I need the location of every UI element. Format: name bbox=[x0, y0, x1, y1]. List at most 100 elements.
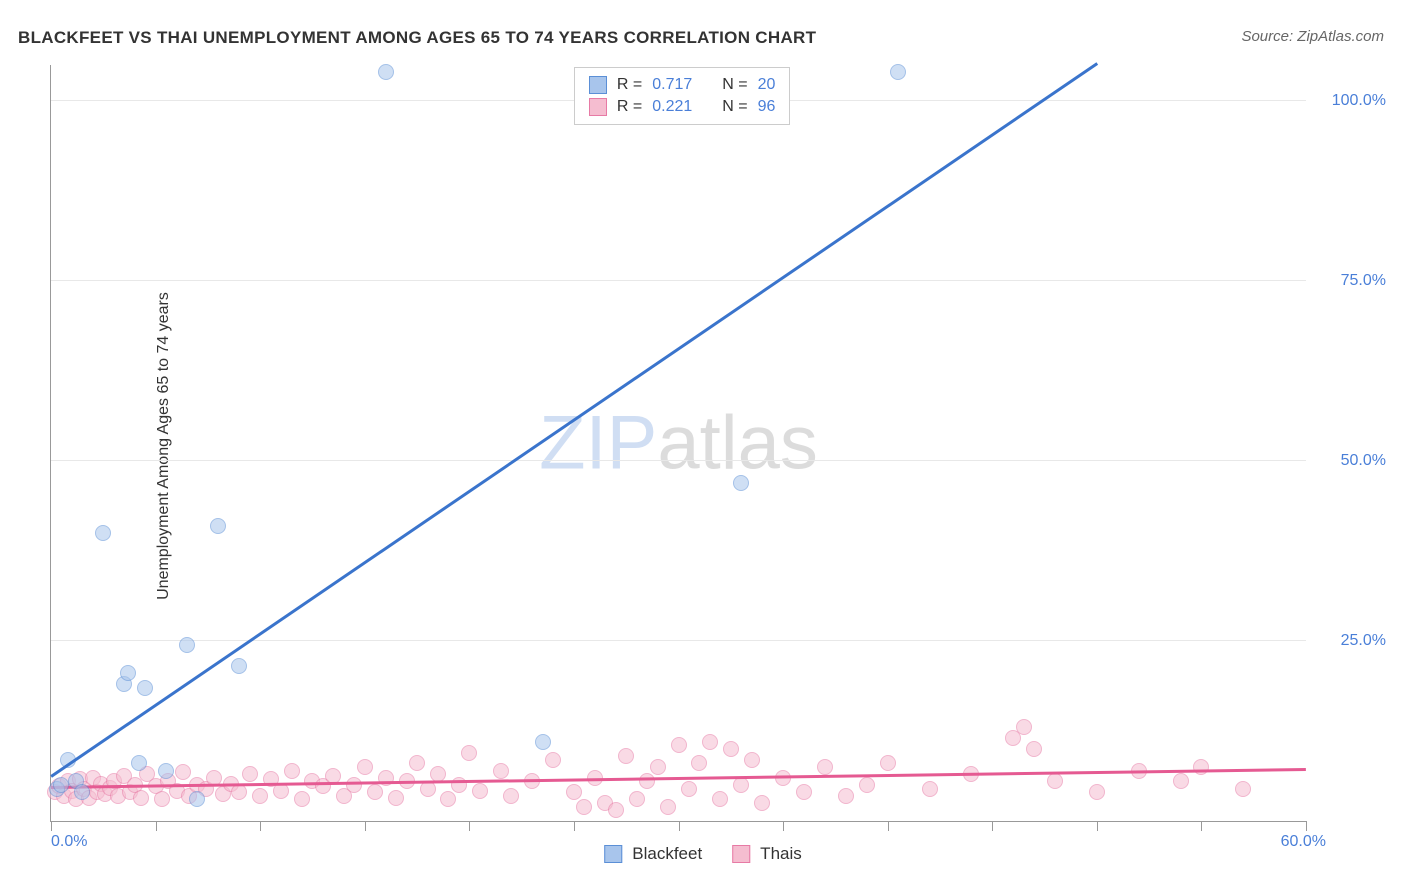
source-attribution: Source: ZipAtlas.com bbox=[1241, 28, 1384, 45]
x-tick bbox=[1201, 821, 1202, 831]
r-value: 0.717 bbox=[652, 76, 692, 94]
data-point bbox=[723, 741, 739, 757]
legend-item-thais: Thais bbox=[732, 844, 802, 864]
n-value: 20 bbox=[758, 76, 776, 94]
data-point bbox=[1235, 781, 1251, 797]
gridline bbox=[51, 640, 1306, 641]
data-point bbox=[378, 64, 394, 80]
x-tick bbox=[156, 821, 157, 831]
trendline bbox=[50, 63, 1097, 778]
data-point bbox=[493, 763, 509, 779]
data-point bbox=[681, 781, 697, 797]
data-point bbox=[660, 799, 676, 815]
data-point bbox=[133, 790, 149, 806]
data-point bbox=[608, 802, 624, 818]
data-point bbox=[131, 755, 147, 771]
data-point bbox=[629, 791, 645, 807]
data-point bbox=[535, 734, 551, 750]
data-point bbox=[388, 790, 404, 806]
data-point bbox=[817, 759, 833, 775]
data-point bbox=[712, 791, 728, 807]
y-tick-label: 75.0% bbox=[1316, 272, 1386, 290]
data-point bbox=[576, 799, 592, 815]
data-point bbox=[890, 64, 906, 80]
gridline bbox=[51, 280, 1306, 281]
x-tick bbox=[365, 821, 366, 831]
data-point bbox=[618, 748, 634, 764]
y-tick-label: 25.0% bbox=[1316, 632, 1386, 650]
data-point bbox=[859, 777, 875, 793]
watermark-atlas: atlas bbox=[657, 401, 818, 486]
x-tick bbox=[783, 821, 784, 831]
data-point bbox=[922, 781, 938, 797]
data-point bbox=[158, 763, 174, 779]
swatch-blackfeet bbox=[604, 845, 622, 863]
chart-title: BLACKFEET VS THAI UNEMPLOYMENT AMONG AGE… bbox=[18, 28, 816, 48]
data-point bbox=[74, 784, 90, 800]
data-point bbox=[294, 791, 310, 807]
x-tick-label: 0.0% bbox=[51, 833, 87, 851]
x-tick bbox=[260, 821, 261, 831]
data-point bbox=[733, 777, 749, 793]
data-point bbox=[639, 773, 655, 789]
correlation-row: R = 0.717 N = 20 bbox=[589, 74, 776, 96]
data-point bbox=[367, 784, 383, 800]
n-label: N = bbox=[722, 76, 747, 94]
data-point bbox=[702, 734, 718, 750]
x-tick bbox=[992, 821, 993, 831]
x-tick bbox=[1306, 821, 1307, 831]
data-point bbox=[650, 759, 666, 775]
data-point bbox=[838, 788, 854, 804]
data-point bbox=[754, 795, 770, 811]
r-value: 0.221 bbox=[652, 98, 692, 116]
data-point bbox=[671, 737, 687, 753]
data-point bbox=[231, 784, 247, 800]
y-tick-label: 100.0% bbox=[1316, 92, 1386, 110]
r-label: R = bbox=[617, 76, 642, 94]
data-point bbox=[472, 783, 488, 799]
data-point bbox=[137, 680, 153, 696]
data-point bbox=[346, 777, 362, 793]
data-point bbox=[733, 475, 749, 491]
data-point bbox=[120, 665, 136, 681]
n-value: 96 bbox=[758, 98, 776, 116]
plot-area: ZIPatlas 25.0%50.0%75.0%100.0%0.0%60.0%R… bbox=[50, 65, 1306, 822]
data-point bbox=[440, 791, 456, 807]
data-point bbox=[242, 766, 258, 782]
data-point bbox=[1026, 741, 1042, 757]
data-point bbox=[95, 525, 111, 541]
x-tick bbox=[51, 821, 52, 831]
x-tick bbox=[679, 821, 680, 831]
data-point bbox=[796, 784, 812, 800]
y-tick-label: 50.0% bbox=[1316, 452, 1386, 470]
data-point bbox=[880, 755, 896, 771]
data-point bbox=[1016, 719, 1032, 735]
correlation-legend: R = 0.717 N = 20R = 0.221 N = 96 bbox=[574, 67, 791, 125]
data-point bbox=[461, 745, 477, 761]
x-tick bbox=[574, 821, 575, 831]
data-point bbox=[210, 518, 226, 534]
data-point bbox=[545, 752, 561, 768]
x-tick bbox=[1097, 821, 1098, 831]
data-point bbox=[179, 637, 195, 653]
legend-label-blackfeet: Blackfeet bbox=[632, 844, 702, 864]
watermark-zip: ZIP bbox=[539, 401, 657, 486]
swatch-icon bbox=[589, 98, 607, 116]
data-point bbox=[503, 788, 519, 804]
data-point bbox=[1193, 759, 1209, 775]
data-point bbox=[175, 764, 191, 780]
data-point bbox=[189, 791, 205, 807]
n-label: N = bbox=[722, 98, 747, 116]
correlation-row: R =0.221N =96 bbox=[589, 96, 776, 118]
data-point bbox=[252, 788, 268, 804]
data-point bbox=[566, 784, 582, 800]
data-point bbox=[154, 791, 170, 807]
x-tick bbox=[469, 821, 470, 831]
swatch-thais bbox=[732, 845, 750, 863]
data-point bbox=[1089, 784, 1105, 800]
data-point bbox=[744, 752, 760, 768]
data-point bbox=[53, 777, 69, 793]
data-point bbox=[284, 763, 300, 779]
data-point bbox=[409, 755, 425, 771]
legend-item-blackfeet: Blackfeet bbox=[604, 844, 702, 864]
